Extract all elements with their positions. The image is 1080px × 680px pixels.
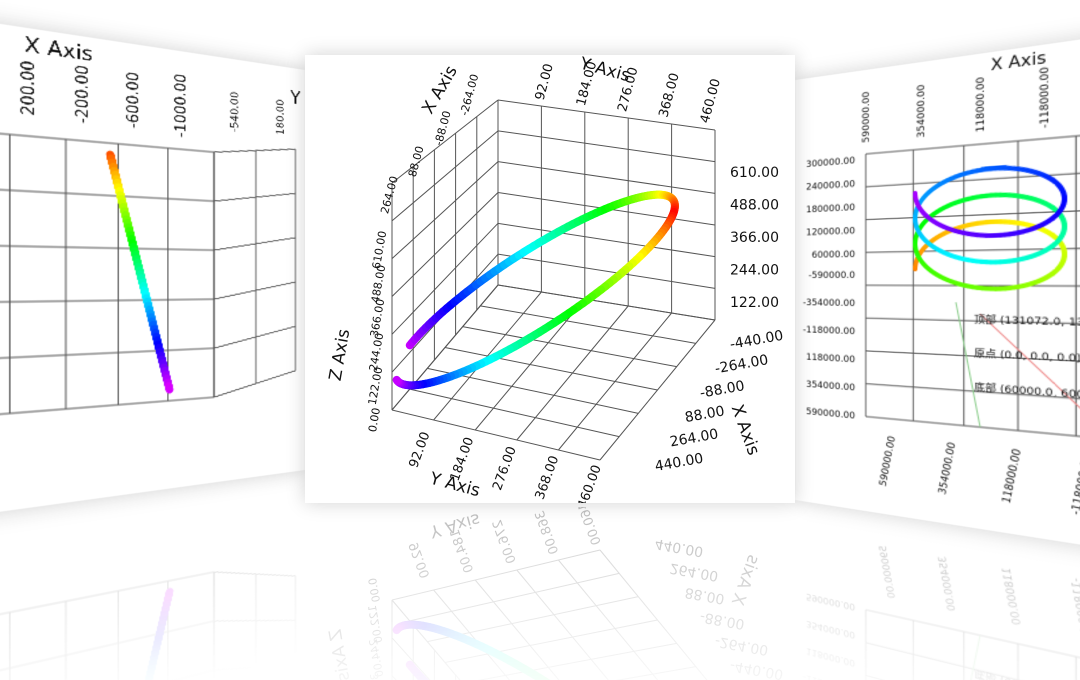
label: 120000.00: [806, 224, 855, 237]
label: -118000.00: [1067, 452, 1080, 516]
grid-line: [214, 188, 295, 205]
chart-3d: X Axis1000.00600.00200.00-200.00-600.00-…: [0, 33, 301, 547]
label: 460.00: [575, 463, 605, 503]
grid-line: [391, 161, 499, 260]
grid-line: [391, 130, 499, 222]
label: -118000.00: [803, 323, 855, 336]
label: 460.00: [698, 77, 724, 125]
grid-line: [444, 347, 658, 391]
label: -354000.00: [803, 296, 855, 308]
label: 118000.00: [973, 76, 987, 133]
label: 488.00: [730, 198, 779, 214]
label: 底部 (60000.0, 60000.0): [974, 380, 1080, 403]
label: 264.00: [669, 426, 720, 450]
label: 244.00: [730, 263, 779, 279]
left-panel[interactable]: X Axis1000.00600.00200.00-200.00-600.00-…: [0, 0, 305, 547]
grid-line: [497, 284, 716, 321]
grid-line: [497, 130, 716, 163]
grid-line: [0, 299, 214, 303]
label: 240000.00: [806, 177, 855, 192]
label: -1000.00: [172, 73, 190, 139]
label: -264.00: [714, 352, 770, 377]
label: 顶部 (131072.0, 131072.0): [974, 313, 1080, 330]
grid-line: [391, 192, 499, 297]
label: X Axis: [418, 62, 462, 117]
label: 原点 (0.0, 0.0, 0.0): [974, 346, 1080, 364]
grid-line: [214, 326, 295, 348]
label: -600.00: [123, 71, 142, 130]
label: 60000.00: [812, 248, 856, 260]
label: 184.00: [574, 60, 600, 108]
label: 276.00: [490, 445, 520, 493]
label: 122.00: [730, 295, 779, 311]
label: Y: [289, 87, 301, 109]
grid-line: [214, 371, 295, 398]
label: 264.00: [378, 175, 401, 216]
label: 366.00: [730, 230, 779, 246]
grid-line: [497, 161, 716, 194]
grid-line: [980, 314, 1080, 440]
curve-segment: [392, 375, 402, 385]
label: 92.00: [533, 62, 557, 102]
label: -540.00: [230, 91, 242, 133]
grid-line: [391, 409, 601, 461]
label: 0.00: [366, 407, 383, 433]
grid-line: [497, 222, 716, 258]
grid-line: [866, 417, 1080, 448]
label: -264.00: [458, 73, 482, 117]
grid-line: [480, 305, 696, 344]
grid-line: [409, 388, 620, 438]
label: -440.00: [729, 328, 785, 353]
grid-line: [497, 99, 716, 131]
grid-line: [391, 99, 499, 184]
label: 92.00: [407, 430, 434, 470]
label: 590000.00: [806, 405, 855, 421]
label: 180000.00: [806, 201, 855, 215]
label: 610.00: [730, 165, 779, 181]
label: 118000.00: [806, 350, 855, 364]
label: 180.00: [276, 98, 287, 135]
grid-line: [214, 141, 295, 159]
grid-line: [0, 397, 214, 423]
label: 354000.00: [935, 440, 958, 496]
grid-line: [497, 253, 716, 289]
label: -590000.0: [808, 268, 855, 280]
label: 590000.00: [876, 434, 897, 487]
label: 118000.00: [999, 447, 1024, 505]
label: 368.00: [533, 454, 563, 502]
label: 610.00: [370, 230, 389, 270]
grid-line: [214, 282, 295, 299]
label: X Axis: [727, 402, 764, 458]
label: 200.00: [17, 59, 38, 116]
grid-line: [0, 244, 214, 251]
label: 88.00: [684, 403, 726, 426]
label: 354000.00: [806, 378, 855, 393]
label: 300000.00: [806, 154, 855, 169]
label: 590000.00: [859, 91, 871, 143]
label: Z Axis: [326, 327, 355, 382]
label: -200.00: [72, 64, 92, 124]
grid-line: [866, 206, 1080, 220]
grid-line: [0, 184, 214, 202]
label: 354000.00: [914, 84, 927, 138]
grid-line: [391, 222, 499, 335]
label: 440.00: [654, 451, 705, 475]
grid-line: [462, 326, 677, 368]
right-panel[interactable]: X Axis 590000.00 354000.00 118000.00 -118000…: [795, 0, 1080, 589]
grid-line: [0, 348, 214, 363]
label: 88.00: [406, 145, 427, 179]
center-panel[interactable]: X Axis 264.00 88.00 -88.00 -264.00 Y Axis 92.0…: [305, 53, 795, 511]
label: 368.00: [657, 71, 683, 119]
label: -88.00: [699, 378, 746, 402]
curve-segment: [169, 386, 170, 390]
label: -118000.00: [1036, 66, 1051, 129]
label: 184.00: [448, 435, 478, 483]
grid-line: [214, 235, 295, 252]
